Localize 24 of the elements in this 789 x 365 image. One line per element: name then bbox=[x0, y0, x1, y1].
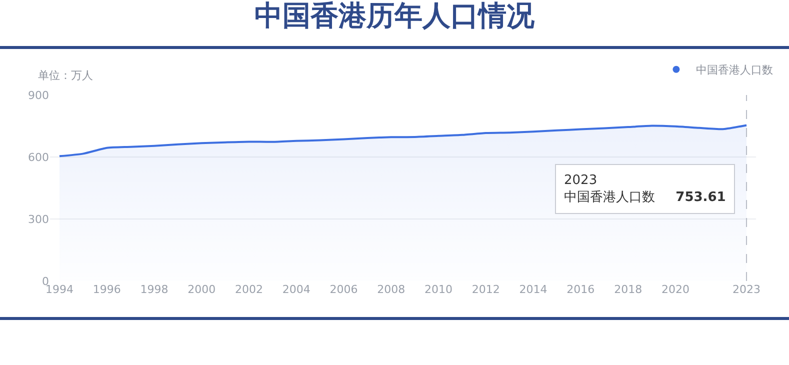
x-tick-label: 2008 bbox=[377, 283, 406, 296]
y-tick-label: 0 bbox=[42, 274, 49, 288]
x-tick-label: 2018 bbox=[614, 283, 642, 296]
annotation: 2023 bbox=[564, 173, 598, 188]
x-tick-label: 1998 bbox=[140, 283, 168, 296]
x-tick-label: 2004 bbox=[282, 283, 310, 296]
x-tick-label: 2006 bbox=[330, 283, 358, 296]
x-tick-label: 2010 bbox=[424, 283, 453, 296]
x-tick-label: 2016 bbox=[566, 283, 595, 296]
x-tick-label: 2000 bbox=[188, 283, 216, 296]
y-tick-label: 600 bbox=[28, 150, 49, 164]
x-tick-label: 2002 bbox=[235, 283, 264, 296]
y-tick-label: 900 bbox=[28, 88, 49, 102]
legend-label: 中国香港人口数 bbox=[696, 64, 774, 77]
chart-title: 中国香港历年人口情况 bbox=[254, 0, 536, 32]
x-tick-label: 1996 bbox=[92, 283, 121, 296]
y-axis-title: 单位：万人 bbox=[38, 69, 93, 82]
text: 中国香港人口数 bbox=[564, 190, 655, 205]
x-tick-label: 2020 bbox=[661, 283, 690, 296]
annotation: 753.61 bbox=[676, 190, 726, 205]
x-tick-label: 2014 bbox=[519, 283, 548, 296]
x-tick-label: 2023 bbox=[732, 283, 761, 296]
x-tick-label: 2012 bbox=[472, 283, 500, 296]
y-tick-label: 300 bbox=[28, 212, 49, 226]
